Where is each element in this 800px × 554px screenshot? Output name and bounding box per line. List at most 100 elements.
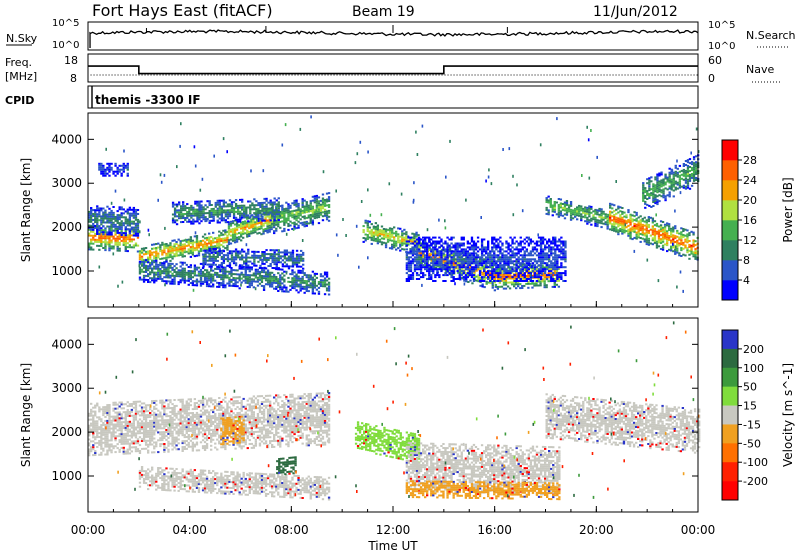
data-cell — [415, 248, 419, 251]
data-cell — [476, 264, 480, 267]
data-cell — [637, 236, 640, 239]
data-cell — [193, 235, 197, 238]
data-cell — [539, 284, 542, 287]
data-cell — [388, 239, 392, 242]
data-cell — [309, 278, 312, 281]
data-cell — [128, 206, 132, 209]
data-cell — [305, 205, 308, 208]
data-cell — [505, 268, 508, 271]
data-cell — [613, 216, 616, 218]
data-cell — [100, 243, 103, 245]
data-cell — [393, 240, 396, 243]
data-cell — [147, 261, 150, 264]
data-cell — [315, 288, 319, 291]
data-cell — [169, 276, 172, 279]
data-cell — [619, 218, 622, 221]
data-cell — [236, 252, 240, 255]
data-cell — [606, 221, 609, 224]
data-cell — [257, 254, 260, 257]
data-cell — [242, 221, 245, 223]
data-cell — [299, 285, 302, 288]
data-cell — [487, 272, 490, 275]
data-cell — [181, 267, 184, 270]
data-cell — [476, 266, 480, 269]
data-cell — [493, 276, 496, 279]
data-cell — [531, 264, 535, 267]
data-cell — [460, 270, 463, 273]
data-cell — [297, 291, 300, 294]
data-cell — [407, 278, 411, 280]
data-cell — [199, 284, 203, 287]
data-cell — [222, 268, 225, 271]
data-cell — [600, 226, 603, 229]
data-cell — [267, 213, 270, 216]
data-cell — [541, 262, 545, 265]
data-cell — [238, 238, 241, 241]
data-cell — [238, 267, 241, 270]
data-cell — [557, 215, 561, 218]
data-cell — [313, 213, 317, 216]
data-cell — [295, 227, 298, 230]
data-cell — [118, 164, 121, 167]
data-cell — [493, 246, 496, 249]
data-cell — [231, 222, 235, 225]
data-cell — [251, 202, 254, 205]
data-cell — [108, 245, 111, 248]
data-cell — [366, 220, 369, 223]
data-cell — [409, 250, 413, 253]
data-cell — [220, 274, 223, 277]
data-cell — [157, 256, 160, 259]
data-cell — [208, 212, 211, 214]
data-cell — [142, 278, 146, 281]
data-cell — [362, 237, 365, 239]
data-cell — [554, 238, 557, 241]
data-cell — [580, 213, 583, 216]
data-cell — [235, 240, 239, 243]
data-cell — [197, 246, 201, 249]
data-cell — [637, 222, 640, 225]
data-cell — [470, 240, 474, 243]
data-cell — [240, 271, 243, 274]
data-cell — [305, 274, 308, 277]
data-cell — [118, 206, 121, 209]
data-cell — [560, 278, 563, 280]
data-cell — [432, 248, 435, 251]
data-cell — [440, 248, 444, 251]
data-cell — [189, 246, 193, 249]
data-cell — [226, 236, 229, 239]
data-cell — [297, 204, 300, 207]
data-cell — [171, 249, 174, 252]
data-cell — [546, 274, 549, 277]
data-cell — [132, 214, 136, 217]
data-cell — [617, 207, 620, 210]
data-cell — [442, 255, 446, 258]
data-cell — [487, 254, 490, 257]
data-cell — [289, 288, 292, 291]
data-cell — [413, 240, 417, 243]
data-cell — [287, 209, 290, 212]
data-cell — [546, 254, 549, 257]
data-cell — [94, 240, 97, 243]
data-cell — [257, 215, 260, 218]
data-cell — [519, 262, 522, 265]
data-cell — [635, 235, 638, 238]
data-cell — [253, 216, 256, 219]
data-cell — [230, 280, 233, 283]
data-cell — [212, 255, 215, 258]
data-cell — [374, 237, 378, 240]
data-cell — [507, 258, 510, 261]
data-cell — [424, 274, 427, 277]
data-cell — [179, 271, 182, 274]
data-cell — [405, 235, 408, 238]
data-cell — [196, 210, 199, 213]
data-cell — [264, 228, 267, 230]
data-cell — [212, 269, 215, 272]
data-cell — [582, 207, 585, 210]
data-cell — [265, 253, 268, 256]
data-cell — [120, 232, 123, 234]
data-cell — [495, 256, 498, 259]
data-cell — [370, 238, 373, 241]
data-cell — [462, 260, 465, 263]
data-cell — [273, 275, 276, 278]
data-cell — [625, 226, 628, 229]
